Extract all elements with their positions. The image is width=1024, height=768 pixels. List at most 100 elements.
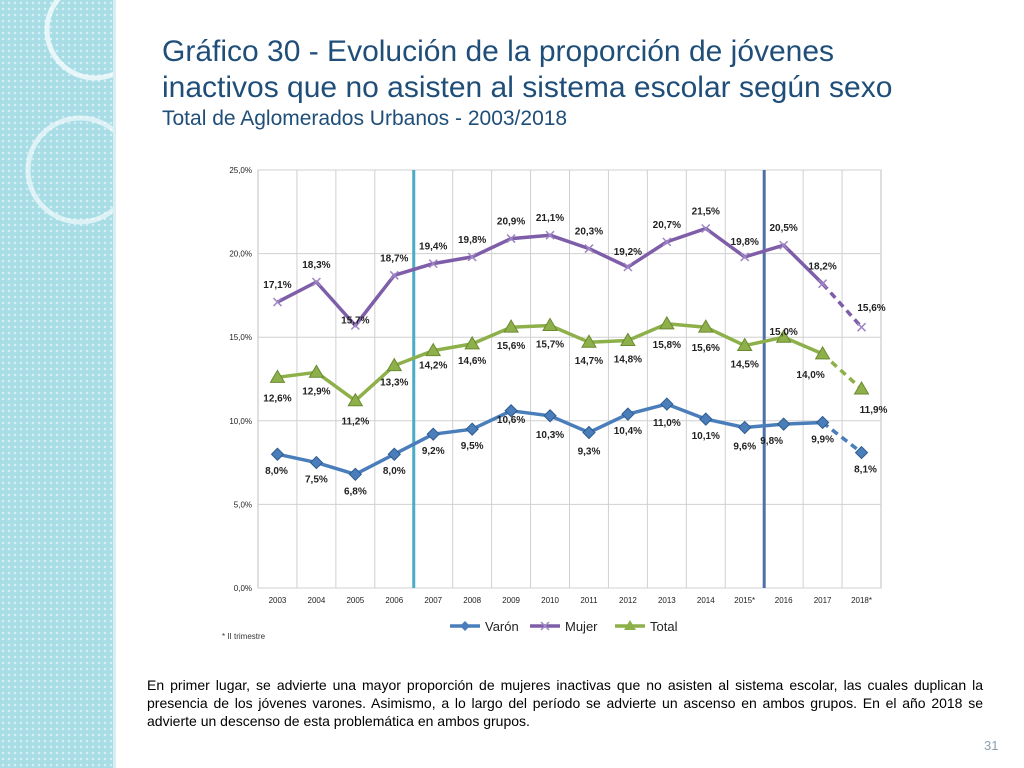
data-point-varon bbox=[776, 417, 791, 431]
data-label-mujer: 19,8% bbox=[731, 237, 759, 248]
data-point-total bbox=[347, 392, 364, 407]
slide-title-line2: inactivos que no asisten al sistema esco… bbox=[162, 71, 893, 104]
data-label-total: 12,9% bbox=[302, 386, 330, 397]
data-label-mujer: 20,9% bbox=[497, 217, 525, 228]
data-point-total bbox=[775, 329, 792, 343]
data-point-total bbox=[386, 357, 403, 372]
y-tick-label: 15,0% bbox=[229, 333, 252, 342]
data-label-mujer: 20,3% bbox=[575, 227, 603, 238]
data-point-varon bbox=[854, 445, 869, 460]
data-label-total: 15,6% bbox=[497, 341, 525, 352]
data-point-varon bbox=[621, 407, 635, 421]
data-point-mujer bbox=[857, 322, 867, 332]
data-label-mujer: 18,2% bbox=[808, 262, 836, 273]
x-tick-label: 2006 bbox=[385, 596, 403, 605]
decorative-sidebar bbox=[0, 0, 113, 768]
data-point-mujer bbox=[428, 259, 438, 269]
data-point-mujer bbox=[350, 320, 360, 331]
legend-label-total: Total bbox=[650, 619, 678, 634]
data-label-varón: 10,1% bbox=[692, 431, 720, 442]
legend-label-mujer: Mujer bbox=[565, 619, 598, 634]
data-point-mujer bbox=[545, 230, 555, 240]
data-point-varon bbox=[582, 425, 596, 440]
data-label-varón: 10,3% bbox=[536, 430, 564, 441]
data-point-varon bbox=[348, 467, 363, 482]
data-point-mujer bbox=[311, 277, 321, 287]
data-label-varón: 9,3% bbox=[578, 447, 601, 458]
data-label-varón: 6,8% bbox=[344, 486, 367, 497]
data-label-varón: 11,0% bbox=[653, 418, 681, 429]
data-point-varon bbox=[387, 447, 401, 461]
data-point-total bbox=[814, 345, 831, 360]
data-point-varon bbox=[543, 409, 557, 423]
data-point-mujer bbox=[467, 252, 477, 262]
series-projection-mujer bbox=[821, 282, 863, 329]
data-point-varon bbox=[465, 422, 479, 436]
x-tick-label: 2005 bbox=[346, 596, 364, 605]
series-projection-total bbox=[821, 352, 863, 391]
data-label-mujer: 18,7% bbox=[380, 253, 408, 264]
data-label-varón: 9,2% bbox=[422, 446, 445, 457]
data-label-mujer: 19,8% bbox=[458, 235, 486, 246]
y-tick-label: 25,0% bbox=[229, 166, 252, 175]
data-label-total: 11,2% bbox=[341, 417, 369, 428]
data-point-varon bbox=[426, 427, 440, 441]
legend-marker-mujer bbox=[540, 621, 550, 631]
data-point-mujer bbox=[662, 237, 672, 247]
data-point-total bbox=[503, 319, 519, 333]
data-point-total bbox=[697, 319, 714, 333]
data-label-total: 15,7% bbox=[536, 339, 564, 350]
data-label-mujer: 21,5% bbox=[692, 207, 720, 218]
data-point-varon bbox=[660, 397, 674, 411]
data-label-varón: 10,4% bbox=[614, 426, 642, 437]
data-point-varon bbox=[270, 447, 285, 461]
data-point-total bbox=[658, 315, 675, 330]
legend-marker-varon bbox=[460, 621, 470, 631]
data-point-total bbox=[425, 342, 442, 357]
data-label-mujer: 20,7% bbox=[653, 220, 681, 231]
data-label-total: 14,2% bbox=[419, 361, 447, 372]
data-point-mujer bbox=[272, 297, 282, 307]
data-point-total bbox=[542, 317, 558, 331]
legend-marker-total bbox=[624, 620, 636, 630]
data-point-varon bbox=[815, 415, 830, 430]
data-label-total: 14,8% bbox=[614, 355, 642, 366]
data-point-total bbox=[853, 381, 870, 395]
x-tick-label: 2011 bbox=[580, 596, 598, 605]
data-point-mujer bbox=[740, 252, 750, 262]
data-point-mujer bbox=[818, 279, 828, 289]
data-label-mujer: 17,1% bbox=[263, 280, 291, 291]
sidebar-edge bbox=[113, 0, 116, 768]
x-tick-label: 2009 bbox=[502, 596, 520, 605]
data-label-varón: 9,8% bbox=[760, 436, 783, 447]
y-tick-label: 20,0% bbox=[229, 250, 252, 259]
data-label-varón: 8,0% bbox=[383, 466, 406, 477]
slide-caption: En primer lugar, se advierte una mayor p… bbox=[147, 677, 983, 729]
data-label-varón: 9,6% bbox=[733, 441, 756, 452]
x-tick-label: 2012 bbox=[619, 596, 637, 605]
data-point-mujer bbox=[623, 262, 633, 272]
data-label-varón: 8,1% bbox=[854, 465, 877, 476]
x-tick-label: 2007 bbox=[424, 596, 442, 605]
data-label-total: 14,5% bbox=[731, 360, 759, 371]
x-tick-label: 2016 bbox=[775, 596, 793, 605]
x-tick-label: 2003 bbox=[269, 596, 287, 605]
data-label-total: 15,8% bbox=[653, 340, 681, 351]
data-label-varón: 9,5% bbox=[461, 441, 484, 452]
data-point-varon bbox=[699, 412, 713, 426]
x-tick-label: 2013 bbox=[658, 596, 676, 605]
data-label-mujer: 18,3% bbox=[302, 260, 330, 271]
data-label-mujer: 15,6% bbox=[857, 303, 885, 314]
x-tick-label: 2014 bbox=[697, 596, 715, 605]
data-label-mujer: 21,1% bbox=[536, 213, 564, 224]
data-label-total: 11,9% bbox=[860, 405, 888, 416]
data-point-total bbox=[464, 335, 481, 350]
x-tick-label: 2017 bbox=[814, 596, 832, 605]
y-tick-label: 10,0% bbox=[229, 417, 252, 426]
data-point-varon bbox=[738, 420, 752, 435]
y-tick-label: 0,0% bbox=[234, 584, 252, 593]
data-label-mujer: 15,7% bbox=[341, 315, 369, 326]
data-label-mujer: 19,2% bbox=[614, 247, 642, 258]
data-point-mujer bbox=[506, 234, 516, 244]
slide-title-line1: Gráfico 30 - Evolución de la proporción … bbox=[162, 35, 835, 68]
